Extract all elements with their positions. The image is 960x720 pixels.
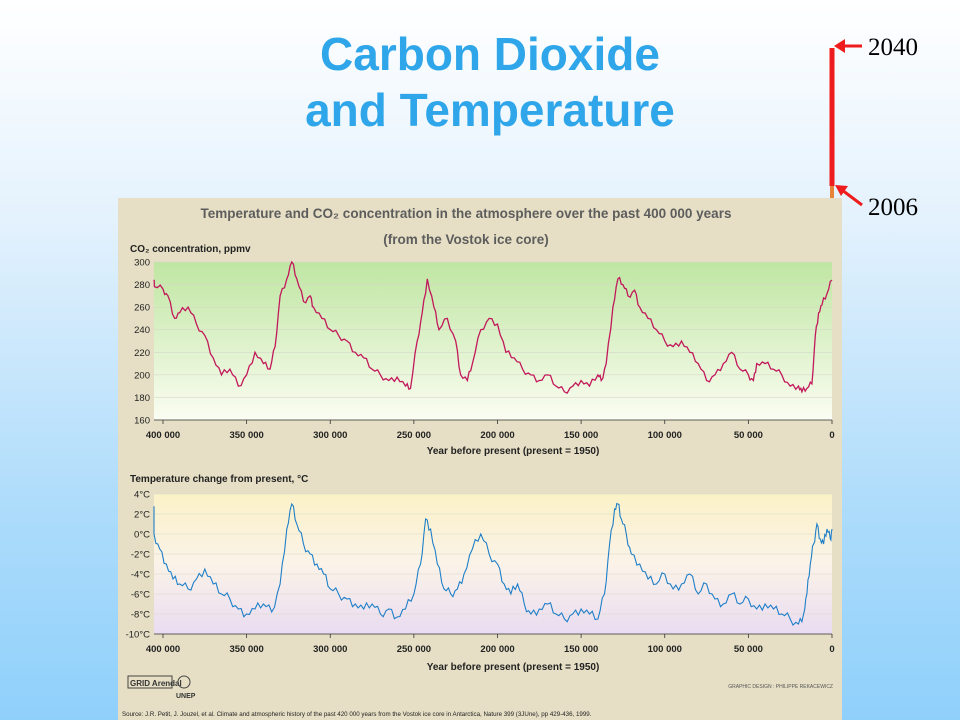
arrow-2006-icon (835, 185, 863, 207)
slide-title-line2: and Temperature (305, 84, 675, 136)
unep-logo: UNEP (176, 675, 196, 700)
temp-x-ticks: 400 000 350 000 300 000 250 000 200 000 150 0… (146, 633, 835, 655)
y-tick-label: -8°C (131, 610, 150, 621)
y-tick-label: 240 (134, 325, 150, 336)
co2-plot-area (154, 262, 832, 420)
year-label-2040: 2040 (868, 34, 918, 61)
svg-text:UNEP: UNEP (176, 693, 196, 700)
vostok-figure: Temperature and CO₂ concentration in the… (118, 198, 842, 720)
y-tick-label: -6°C (131, 590, 150, 601)
x-tick-label: 0 (829, 430, 834, 441)
co2-x-ticks: 400 000 350 000 300 000 250 000 200 000 150 0… (146, 419, 835, 441)
y-tick-label: 160 (134, 416, 150, 427)
co2-axis-title: CO₂ concentration, ppmv (130, 244, 251, 255)
y-tick-label: 200 (134, 370, 150, 381)
y-tick-label: -4°C (131, 570, 150, 581)
x-tick-label: 200 000 (480, 644, 514, 655)
figure-title-line1: Temperature and CO₂ concentration in the… (201, 206, 732, 221)
temp-axis-title: Temperature change from present, °C (130, 474, 308, 485)
y-tick-label: 280 (134, 280, 150, 291)
co2-series-line (153, 260, 833, 394)
x-tick-label: 50 000 (734, 644, 763, 655)
y-tick-label: 0°C (134, 530, 150, 541)
grid-arendal-logo: GRID Arendal (127, 675, 182, 689)
figure-source: Source: J.R. Petit, J. Jouzel, et al. Cl… (122, 711, 592, 718)
y-tick-label: 180 (134, 393, 150, 404)
temp-y-ticks: 4°C 2°C 0°C -2°C -4°C -6°C -8°C -10°C (126, 490, 151, 641)
y-tick-label: 4°C (134, 490, 150, 501)
x-tick-label: 200 000 (480, 430, 514, 441)
x-tick-label: 300 000 (313, 430, 347, 441)
y-tick-label: -2°C (131, 550, 150, 561)
figure-title-line2: (from the Vostok ice core) (383, 232, 549, 247)
y-tick-label: 260 (134, 303, 150, 314)
x-tick-label: 0 (829, 644, 834, 655)
co2-y-ticks: 300 280 260 240 220 200 180 160 (134, 258, 150, 427)
x-tick-label: 100 000 (648, 644, 682, 655)
temp-x-axis-label: Year before present (present = 1950) (427, 662, 600, 673)
y-tick-label: 2°C (134, 510, 150, 521)
y-tick-label: -10°C (126, 630, 151, 641)
x-tick-label: 250 000 (397, 430, 431, 441)
x-tick-label: 100 000 (648, 430, 682, 441)
x-tick-label: 150 000 (564, 430, 598, 441)
year-label-2006: 2006 (868, 194, 918, 221)
co2-x-axis-label: Year before present (present = 1950) (427, 446, 600, 457)
x-tick-label: 150 000 (564, 644, 598, 655)
arrow-2040-icon (834, 39, 862, 53)
x-tick-label: 350 000 (229, 430, 263, 441)
graphic-design-credit: GRAPHIC DESIGN : PHILIPPE REKACEWICZ (728, 684, 833, 690)
x-tick-label: 300 000 (313, 644, 347, 655)
slide-title-line1: Carbon Dioxide (320, 28, 660, 80)
temp-series-line (153, 502, 833, 627)
temp-plot-area (154, 494, 832, 634)
y-tick-label: 300 (134, 258, 150, 269)
x-tick-label: 250 000 (397, 644, 431, 655)
x-tick-label: 50 000 (734, 430, 763, 441)
x-tick-label: 400 000 (146, 430, 180, 441)
svg-text:GRID Arendal: GRID Arendal (130, 679, 182, 688)
x-tick-label: 400 000 (146, 644, 180, 655)
slide-title: Carbon Dioxide and Temperature (160, 26, 820, 138)
y-tick-label: 220 (134, 348, 150, 359)
x-tick-label: 350 000 (229, 644, 263, 655)
